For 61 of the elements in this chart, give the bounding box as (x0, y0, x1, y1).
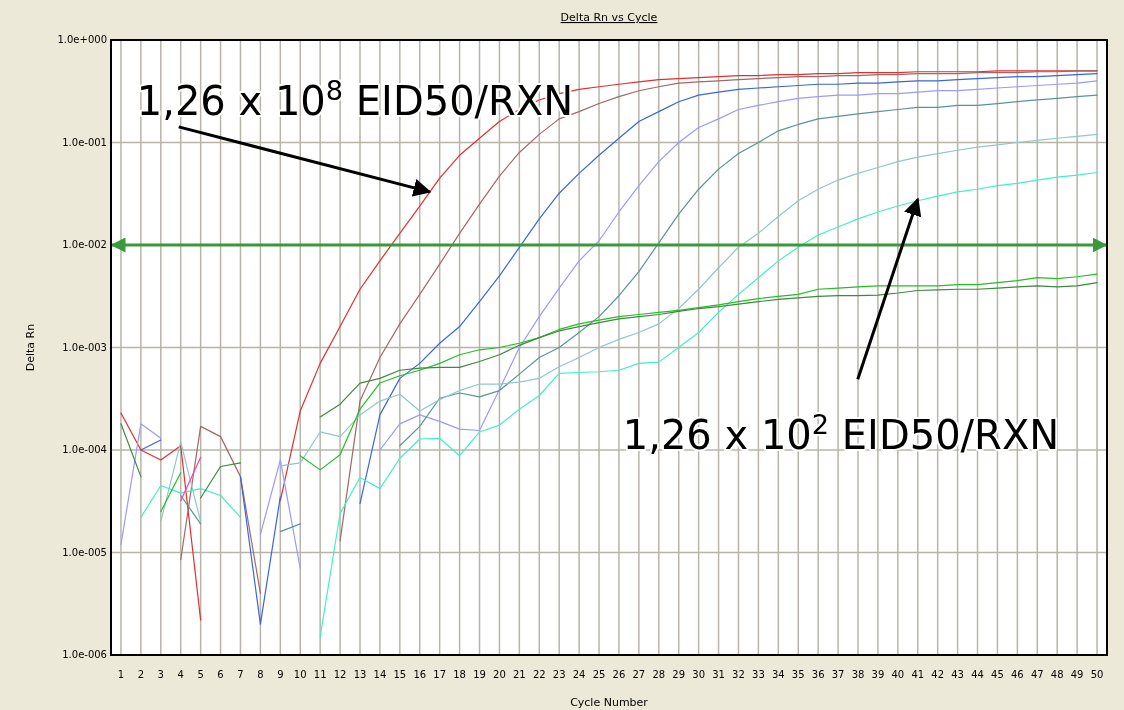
x-tick-label: 6 (217, 669, 224, 680)
x-tick-label: 22 (532, 669, 546, 680)
x-tick-label: 48 (1050, 669, 1064, 680)
x-tick-label: 31 (712, 669, 725, 680)
y-tick-label: 1.0e-005 (62, 546, 107, 558)
x-tick-label: 2 (137, 669, 145, 680)
x-tick-label: 8 (257, 669, 264, 680)
y-tick-label: 1.0e+000 (57, 34, 107, 45)
x-tick-label: 45 (991, 669, 1004, 680)
x-tick-label: 26 (612, 669, 626, 680)
y-tick-label: 1.0e-006 (62, 649, 107, 660)
x-tick-label: 33 (752, 669, 765, 680)
x-tick-label: 42 (931, 669, 945, 680)
x-tick-label: 25 (592, 669, 606, 680)
y-axis-title: Delta Rn (24, 323, 37, 372)
x-tick-label: 40 (891, 669, 905, 680)
x-tick-label: 10 (293, 669, 307, 680)
y-tick-label: 1.0e-002 (62, 239, 107, 250)
x-tick-label: 21 (512, 669, 526, 680)
x-tick-label: 4 (177, 669, 184, 680)
x-tick-label: 36 (811, 669, 825, 680)
x-tick-label: 12 (333, 669, 347, 680)
x-tick-label: 29 (672, 669, 686, 680)
x-tick-label: 27 (632, 669, 646, 680)
x-tick-label: 5 (197, 669, 204, 680)
x-tick-label: 7 (237, 669, 244, 680)
x-tick-label: 44 (971, 669, 984, 680)
x-tick-label: 13 (353, 669, 367, 680)
x-tick-label: 9 (277, 669, 284, 680)
x-tick-label: 28 (652, 669, 666, 680)
x-tick-label: 1 (117, 669, 125, 680)
x-tick-label: 14 (373, 669, 387, 680)
x-tick-label: 30 (692, 669, 706, 680)
x-tick-label: 11 (313, 669, 327, 680)
x-tick-label: 41 (911, 669, 925, 680)
x-tick-label: 46 (1010, 669, 1024, 680)
y-tick-label: 1.0e-003 (62, 341, 107, 353)
x-tick-label: 35 (791, 669, 805, 680)
x-tick-label: 38 (851, 669, 865, 680)
x-tick-label: 49 (1070, 669, 1084, 680)
y-tick-label: 1.0e-001 (62, 136, 107, 148)
x-tick-label: 16 (413, 669, 427, 680)
x-tick-label: 39 (871, 669, 885, 680)
x-tick-label: 23 (552, 669, 566, 680)
y-tick-label: 1.0e-004 (62, 444, 107, 455)
x-tick-label: 15 (393, 669, 407, 680)
annotation: 1,26 x 10$^{2}$ EID50/RXN (622, 408, 1060, 459)
x-tick-label: 34 (771, 669, 785, 680)
x-tick-label: 3 (157, 669, 164, 680)
x-tick-label: 24 (572, 669, 586, 680)
x-tick-label: 43 (951, 669, 964, 680)
x-tick-label: 37 (831, 669, 845, 680)
x-axis-title: Cycle Number (570, 696, 649, 709)
x-tick-label: 50 (1090, 669, 1104, 680)
x-tick-label: 20 (493, 669, 506, 680)
chart-title: Delta Rn vs Cycle (560, 11, 658, 24)
x-tick-label: 32 (732, 669, 745, 680)
x-tick-label: 17 (433, 669, 447, 680)
x-tick-label: 19 (473, 669, 486, 680)
x-tick-label: 47 (1030, 669, 1044, 680)
x-tick-label: 18 (453, 669, 466, 680)
